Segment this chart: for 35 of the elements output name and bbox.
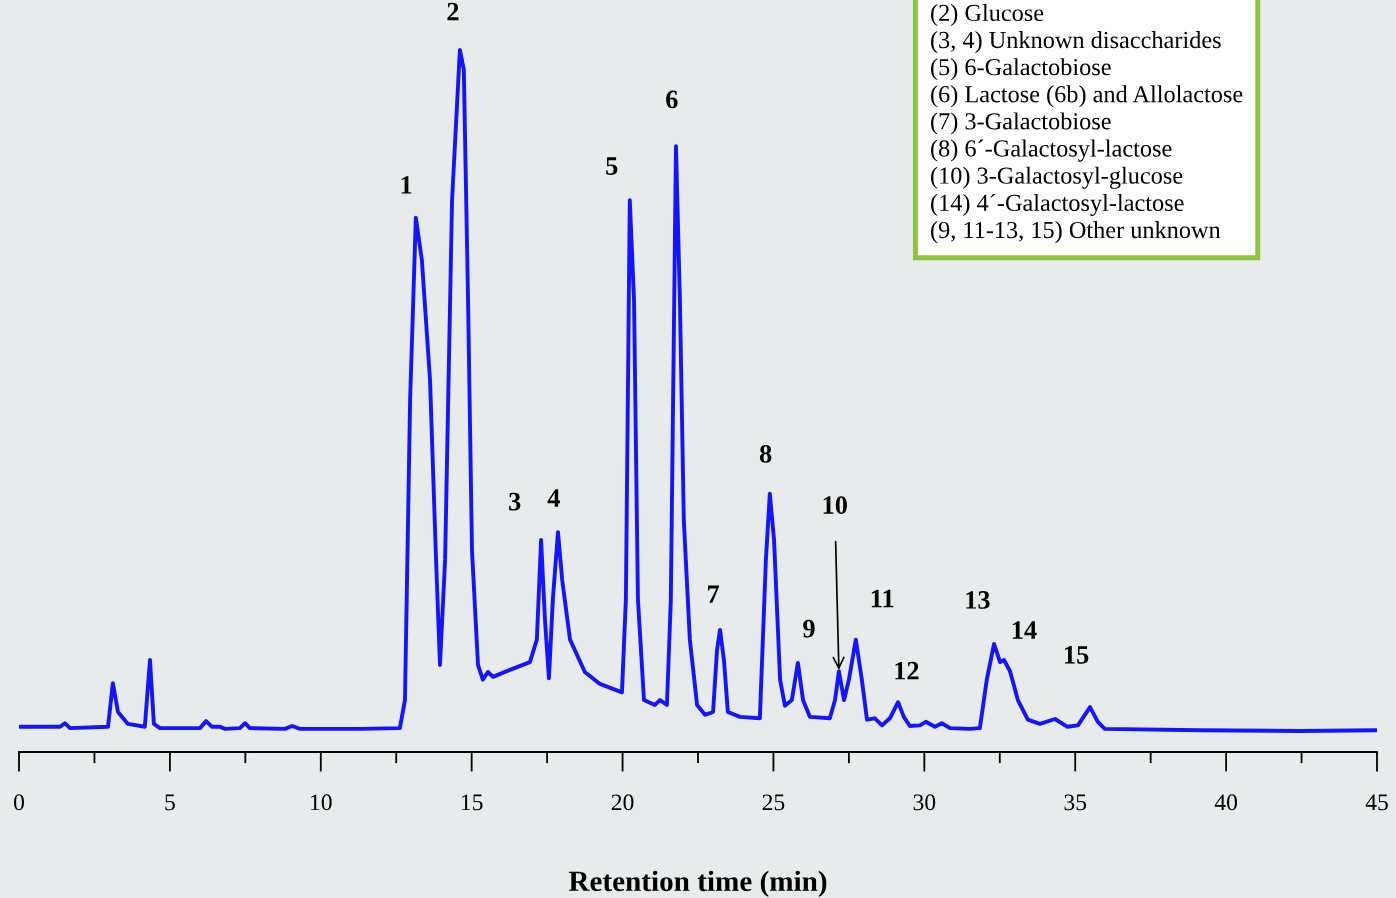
annotation: (14) 4´-Galactosyl-lactose: [931, 193, 1184, 217]
annotation: (7) 3-Galactobiose: [931, 112, 1111, 135]
x-tick-label: 45: [1365, 794, 1388, 811]
annotation: (3, 4) Unknown disaccharides: [931, 31, 1221, 54]
annotation: (10) 3-Galactosyl-glucose: [931, 166, 1183, 189]
x-tick-label: 30: [913, 794, 936, 811]
x-axis-title: Retention time (min): [568, 870, 827, 898]
annotation: 15: [1065, 646, 1089, 664]
annotation: (6) Lactose (6b) and Allolactose: [931, 85, 1243, 108]
annotation: 13: [966, 591, 990, 609]
x-tick-label: 40: [1214, 794, 1238, 811]
annotation: 12: [895, 661, 919, 680]
annotation: 9: [803, 619, 815, 638]
annotation: 14: [1012, 621, 1037, 639]
annotation: 8: [759, 444, 772, 463]
x-tick-label: 20: [611, 794, 634, 811]
annotation: (9, 11-13, 15) Other unknown: [931, 221, 1221, 244]
annotation: 11: [871, 589, 894, 608]
annotation: (5) 6-Galactobiose: [931, 58, 1111, 81]
x-tick-label: 15: [461, 794, 483, 811]
x-tick-label: 10: [311, 794, 332, 811]
annotation: 3: [509, 492, 521, 511]
annotation: 10: [823, 496, 847, 514]
x-tick-label: 35: [1064, 794, 1087, 811]
x-tick-label: 25: [762, 794, 785, 811]
annotation: 5: [606, 157, 618, 175]
text: (2) Glucose: [931, 4, 1044, 27]
annotation: 4: [547, 489, 560, 507]
x-tick-label: 5: [165, 794, 175, 811]
annotation: 6: [666, 90, 678, 109]
annotation: (8) 6´-Galactosyl-lactose: [931, 139, 1172, 162]
annotation: 7: [708, 585, 720, 603]
x-tick-label: 0: [14, 794, 24, 811]
annotation: 1: [401, 176, 412, 194]
annotation: 2: [447, 2, 459, 21]
